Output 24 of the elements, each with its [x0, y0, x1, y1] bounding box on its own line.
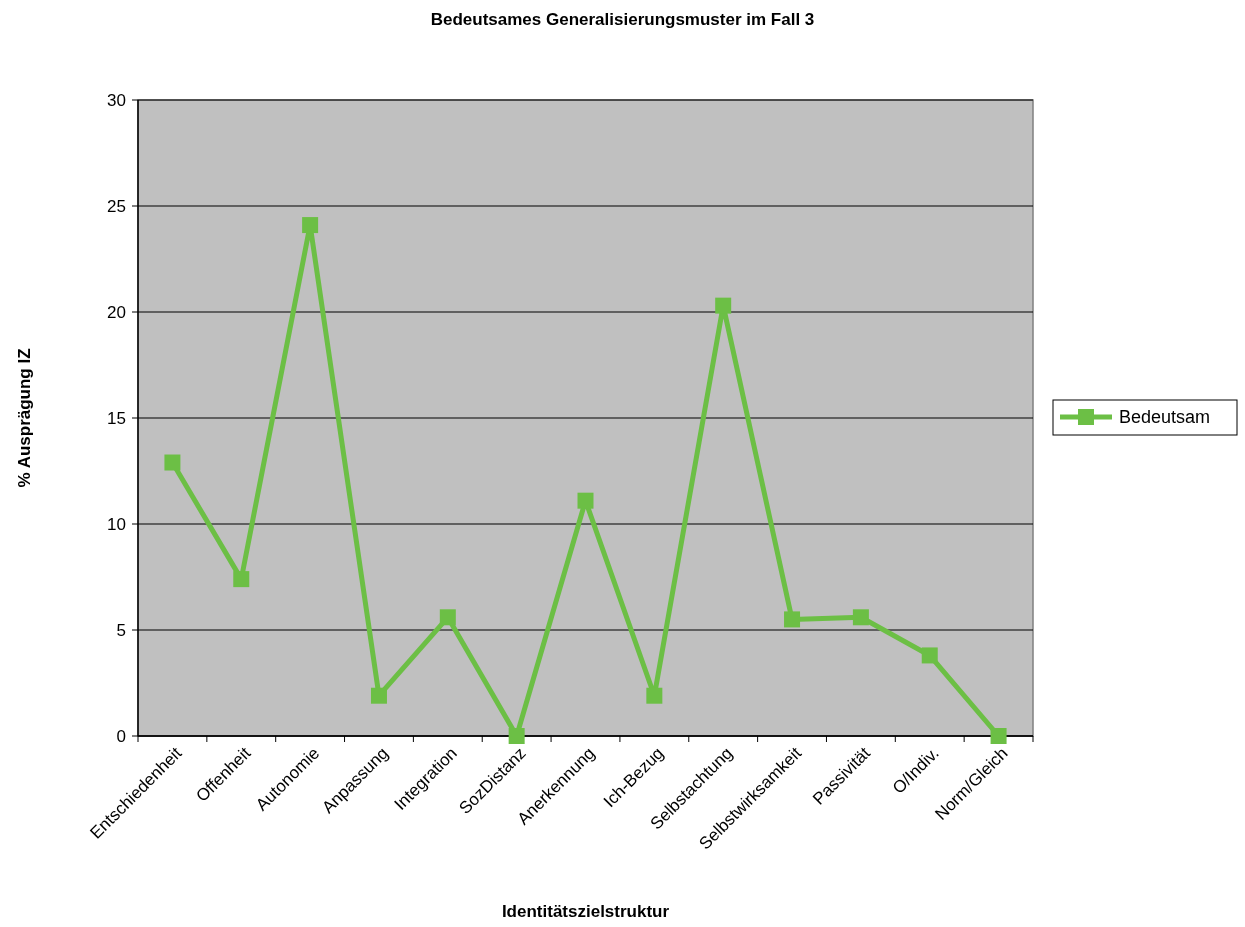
x-axis-title: Identitätszielstruktur — [501, 902, 670, 921]
point — [164, 454, 181, 471]
chart-title: Bedeutsames Generalisierungsmuster im Fall 3 — [430, 10, 815, 29]
y-tick-label: 20 — [107, 302, 126, 322]
y-tick-label: 10 — [107, 514, 126, 534]
y-tick-label: 15 — [107, 408, 126, 428]
point — [784, 611, 801, 628]
y-tick-label: 30 — [107, 90, 126, 110]
y-tick-label: 25 — [107, 196, 126, 216]
point — [439, 609, 456, 626]
point — [921, 647, 938, 664]
point — [508, 728, 525, 744]
point — [646, 687, 663, 704]
point — [577, 492, 594, 509]
point — [370, 687, 387, 704]
legend-label: Bedeutsam — [1119, 407, 1211, 428]
y-tick-label: 5 — [116, 620, 126, 640]
point — [302, 217, 319, 234]
point — [990, 728, 1007, 744]
point — [852, 609, 869, 626]
point — [233, 571, 250, 588]
y-axis-title: % Ausprägung IZ — [15, 348, 34, 488]
y-tick-label: 0 — [116, 726, 126, 746]
point — [715, 297, 732, 314]
